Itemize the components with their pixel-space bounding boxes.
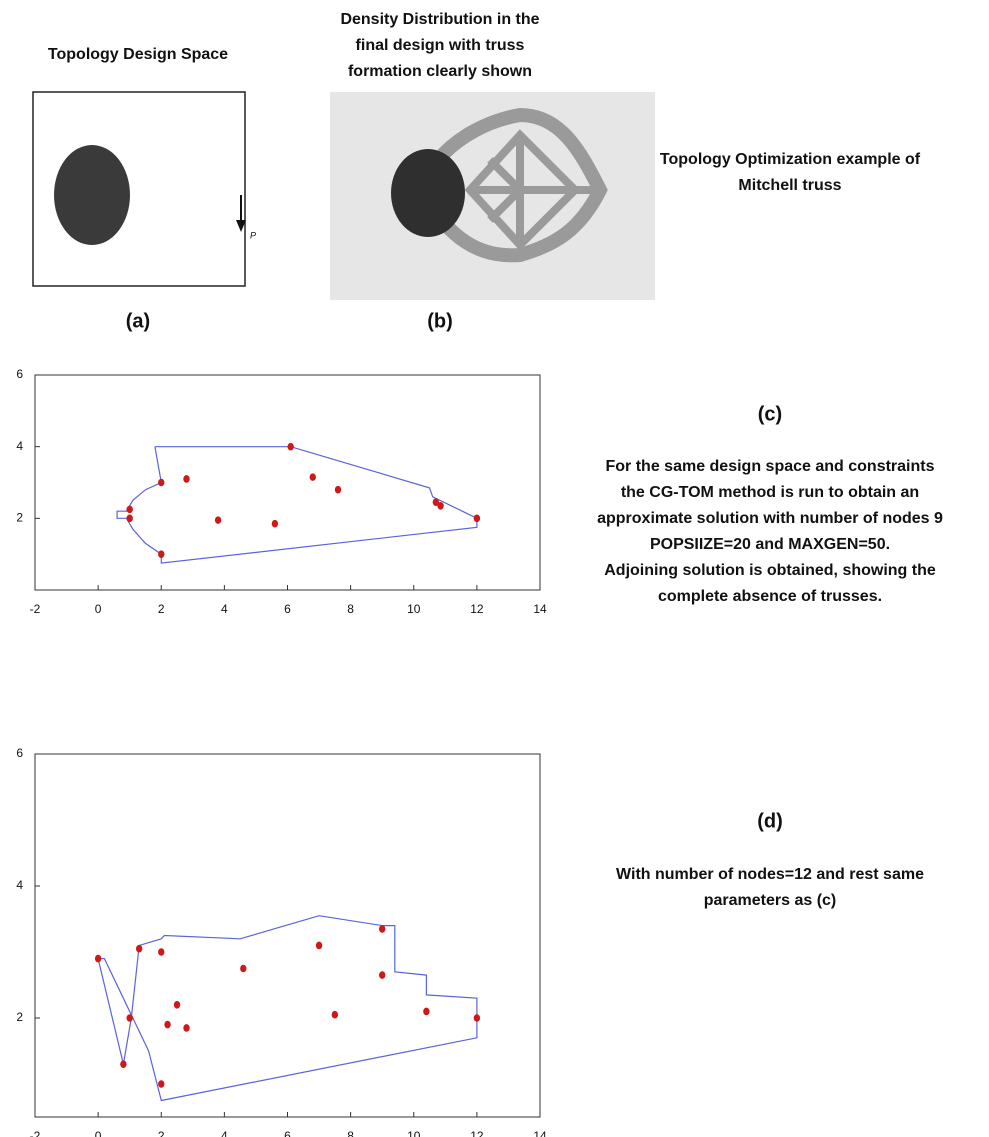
y-tick-label: 2 — [16, 1010, 23, 1024]
node — [158, 948, 164, 956]
figure: P Topology Design Space (a) Density Distri… — [0, 0, 989, 1137]
x-tick-label: 6 — [284, 602, 291, 616]
x-tick-label: 10 — [407, 602, 421, 616]
node — [126, 1014, 132, 1022]
x-tick-label: 8 — [347, 1129, 354, 1137]
node — [423, 1008, 429, 1016]
x-tick-label: 0 — [95, 1129, 102, 1137]
load-label: P — [250, 230, 256, 240]
node — [379, 925, 385, 933]
panel-label: (d) — [757, 810, 783, 832]
node — [332, 1011, 338, 1019]
node — [95, 955, 101, 963]
panel-label: (b) — [427, 310, 453, 332]
node — [120, 1060, 126, 1068]
outline — [98, 916, 477, 1101]
y-tick-label: 2 — [16, 511, 23, 525]
node — [240, 965, 246, 973]
node — [437, 502, 443, 510]
node — [126, 506, 132, 514]
caption: For the same design space and constraint… — [606, 458, 935, 475]
x-tick-label: 4 — [221, 1129, 228, 1137]
caption: parameters as (c) — [704, 892, 837, 909]
node — [136, 945, 142, 953]
x-tick-label: 10 — [407, 1129, 421, 1137]
hole — [391, 149, 465, 237]
x-tick-label: 14 — [533, 602, 547, 616]
node — [183, 475, 189, 483]
note: Topology Optimization example of — [660, 151, 921, 168]
x-tick-label: 2 — [158, 602, 165, 616]
x-tick-label: 0 — [95, 602, 102, 616]
node — [174, 1001, 180, 1009]
panel-title: final design with truss — [356, 37, 525, 54]
panel-b — [330, 92, 655, 300]
node — [474, 1014, 480, 1022]
caption: With number of nodes=12 and rest same — [616, 866, 924, 883]
node — [158, 479, 164, 487]
x-tick-label: 14 — [533, 1129, 547, 1137]
node — [379, 971, 385, 979]
y-tick-label: 4 — [16, 439, 23, 453]
caption: Adjoining solution is obtained, showing … — [604, 562, 936, 579]
x-tick-label: 8 — [347, 602, 354, 616]
outline — [117, 447, 477, 563]
node — [164, 1021, 170, 1029]
node — [287, 443, 293, 451]
caption: complete absence of trusses. — [658, 588, 882, 605]
node — [126, 515, 132, 523]
note: Mitchell truss — [738, 177, 841, 194]
y-tick-label: 4 — [16, 878, 23, 892]
node — [272, 520, 278, 528]
caption: approximate solution with number of node… — [597, 510, 943, 527]
node — [183, 1024, 189, 1032]
panel-title: Topology Design Space — [48, 46, 228, 63]
x-tick-label: 12 — [470, 602, 484, 616]
panel-a: P — [33, 92, 256, 286]
axes-box — [35, 754, 540, 1117]
node — [335, 486, 341, 494]
panel-title: Density Distribution in the — [340, 11, 539, 28]
x-tick-label: 2 — [158, 1129, 165, 1137]
node — [158, 550, 164, 558]
node — [215, 516, 221, 524]
x-tick-label: -2 — [30, 602, 41, 616]
axes-box — [35, 375, 540, 590]
panel-title: formation clearly shown — [348, 63, 532, 80]
y-tick-label: 6 — [16, 367, 23, 381]
y-tick-label: 6 — [16, 746, 23, 760]
caption: POPSIIZE=20 and MAXGEN=50. — [650, 536, 890, 553]
x-tick-label: 4 — [221, 602, 228, 616]
panel-label: (c) — [758, 403, 782, 425]
node — [316, 942, 322, 950]
node — [310, 473, 316, 481]
hole — [54, 145, 130, 245]
caption: the CG-TOM method is run to obtain an — [621, 484, 919, 501]
node — [158, 1080, 164, 1088]
node — [474, 515, 480, 523]
x-tick-label: -2 — [30, 1129, 41, 1137]
x-tick-label: 6 — [284, 1129, 291, 1137]
x-tick-label: 12 — [470, 1129, 484, 1137]
panel-label: (a) — [126, 310, 150, 332]
